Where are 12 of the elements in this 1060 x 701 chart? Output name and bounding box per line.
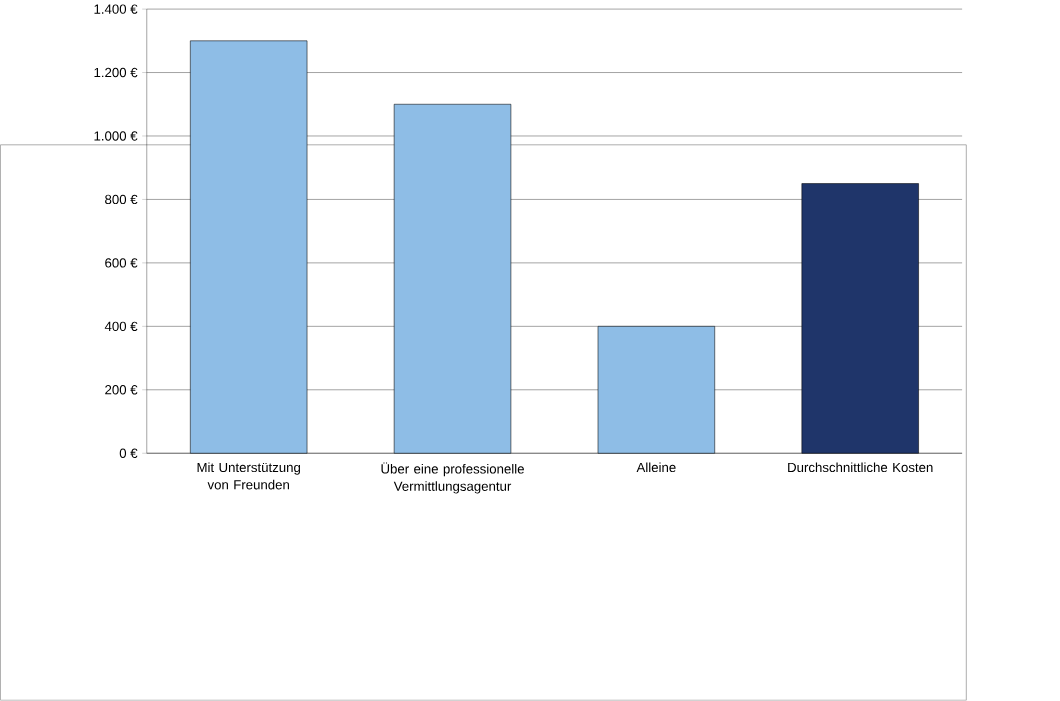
y-tick-label: 400 € bbox=[104, 321, 138, 332]
y-tick-label: 600 € bbox=[105, 258, 138, 268]
y-tick-label: 800 € bbox=[105, 194, 138, 205]
x-tick-label: Durchschnittliche Kosten bbox=[788, 462, 933, 473]
y-tick-label: 1.000 € bbox=[94, 131, 138, 141]
x-tick-label: Über eine professionelle Vermittlungsagentur bbox=[381, 462, 524, 494]
x-tick-label: Alleine bbox=[636, 462, 676, 473]
y-tick-label: 200 € bbox=[105, 385, 138, 395]
x-tick-label: Mit Unterstützung von Freunden bbox=[197, 462, 301, 490]
y-tick-label: 0 € bbox=[119, 448, 138, 459]
y-tick-label: 1.400 € bbox=[94, 4, 138, 14]
y-tick-label: 1.200 € bbox=[94, 67, 138, 78]
